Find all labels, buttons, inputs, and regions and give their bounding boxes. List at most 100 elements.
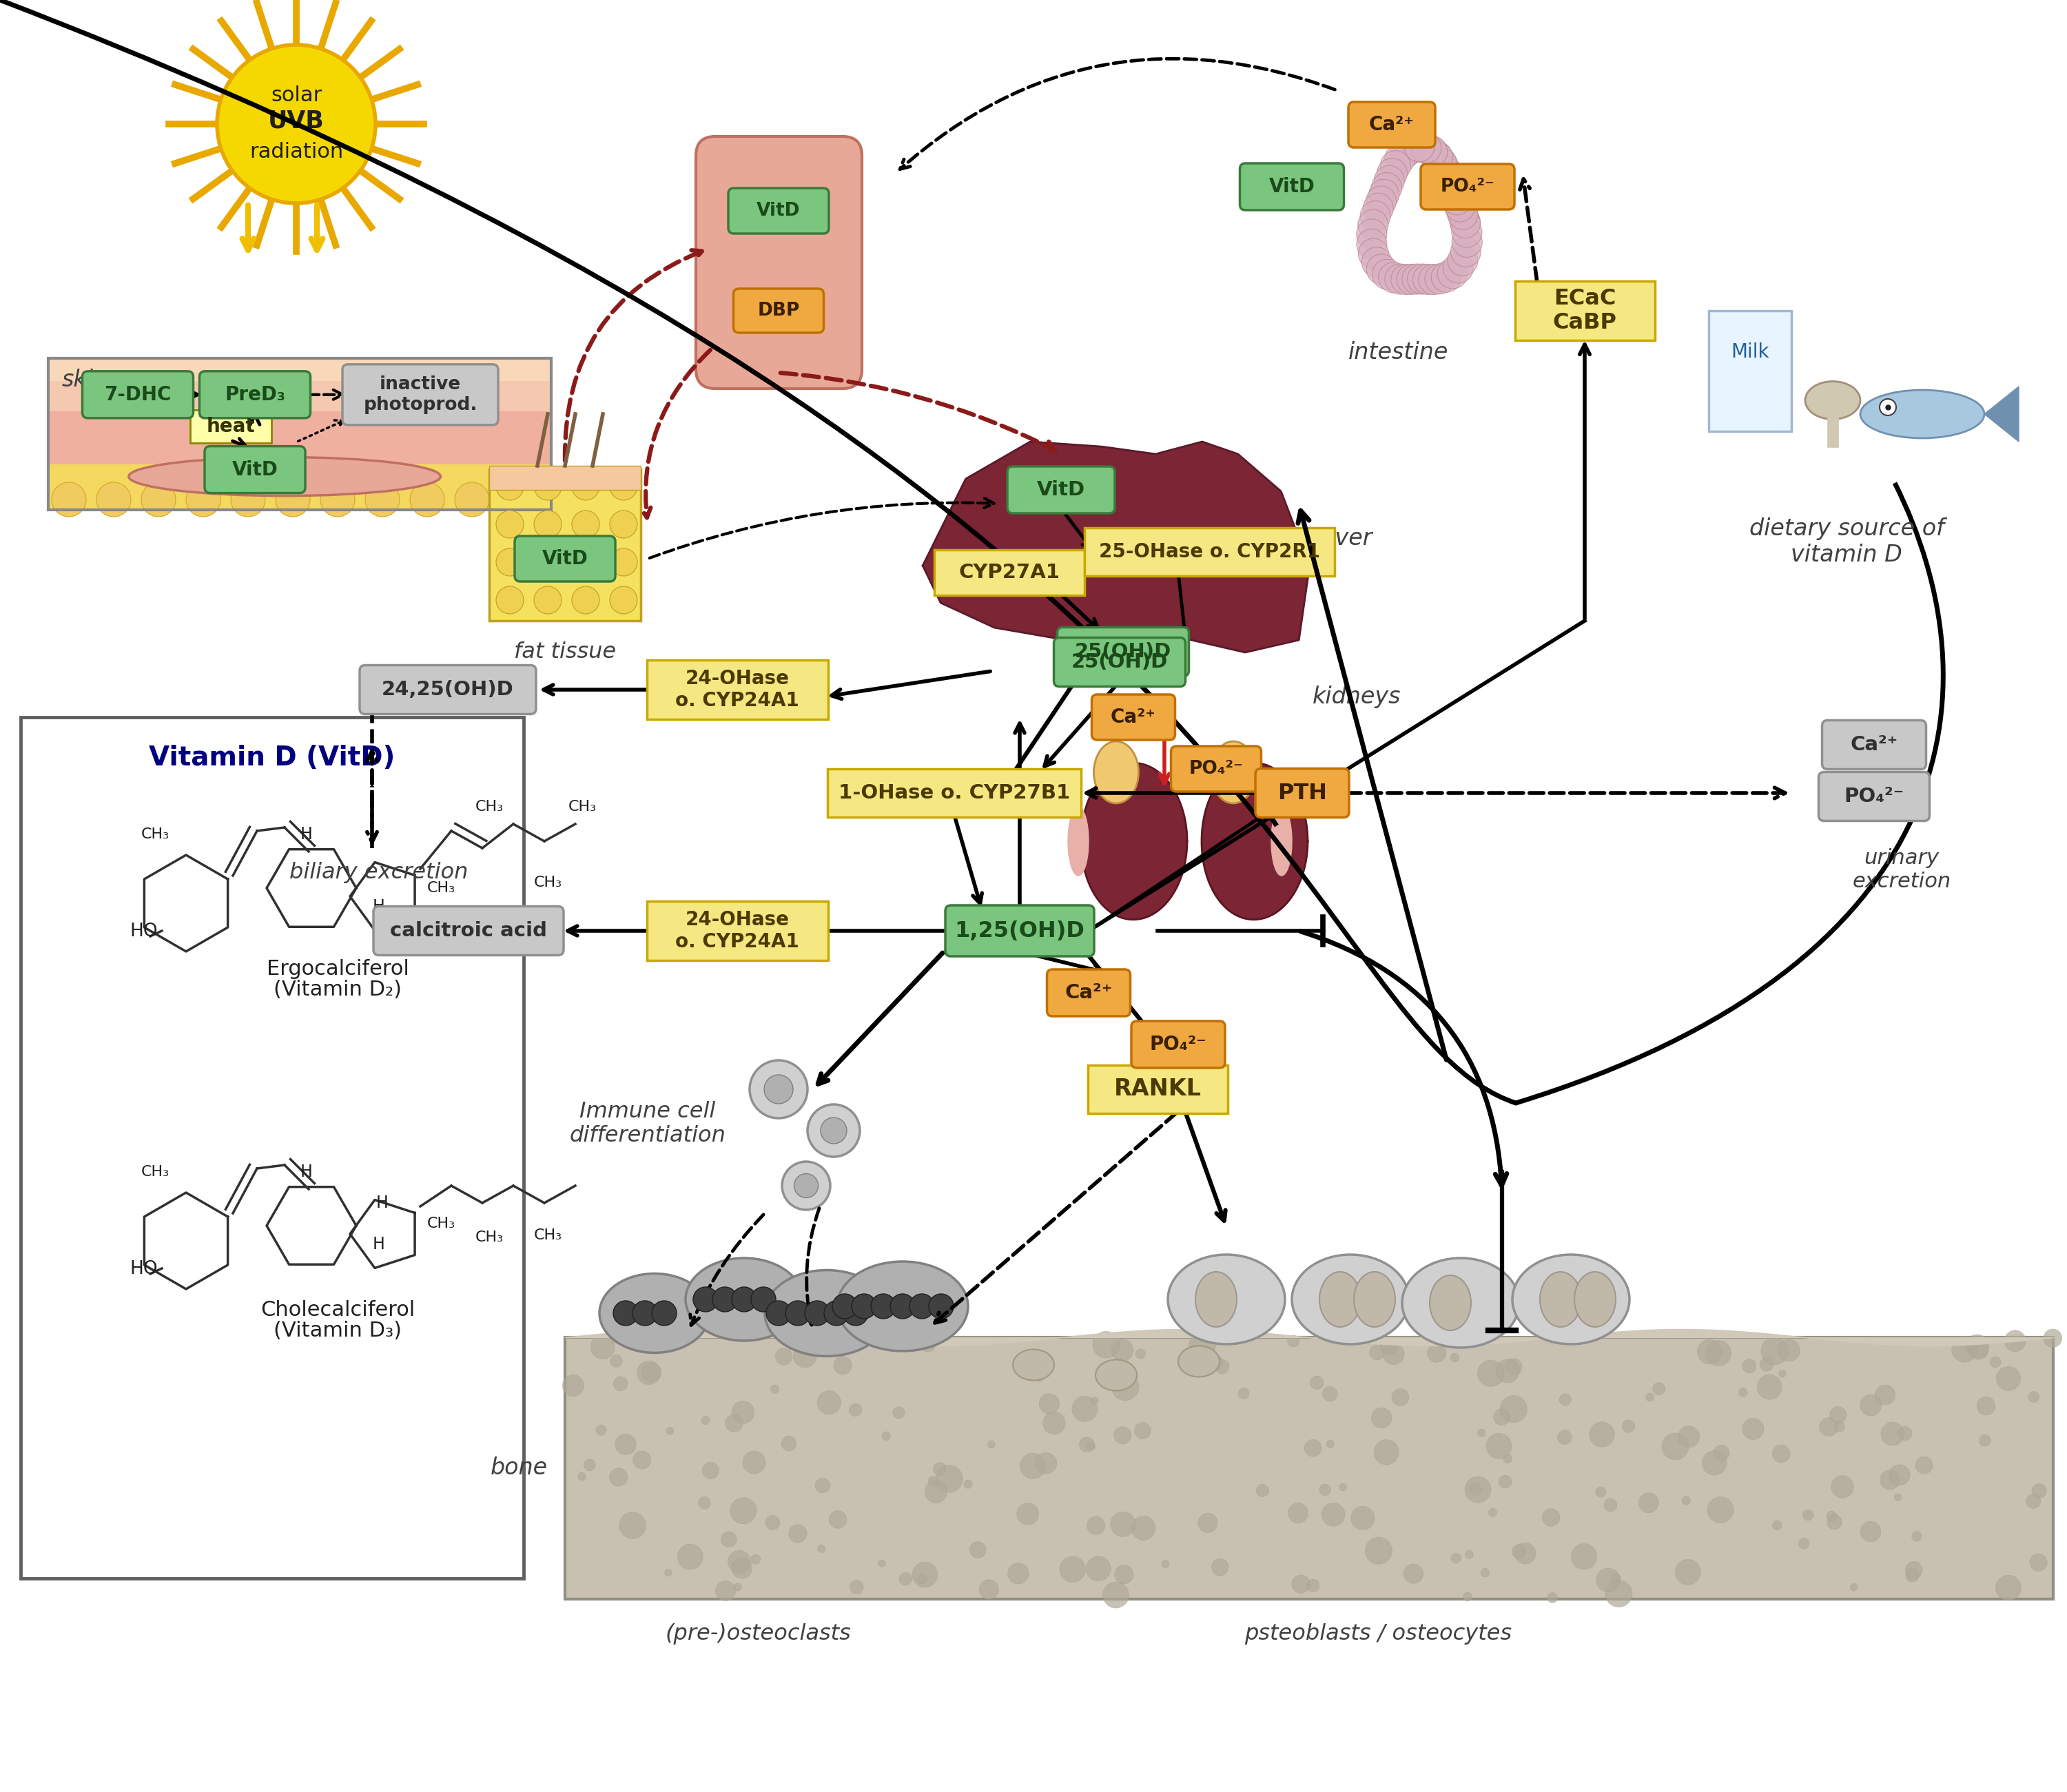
Circle shape — [1346, 1335, 1354, 1344]
Circle shape — [1135, 1349, 1145, 1358]
Circle shape — [781, 1161, 831, 1210]
Circle shape — [1391, 1389, 1410, 1405]
Circle shape — [1356, 229, 1387, 260]
Circle shape — [1997, 1367, 2022, 1391]
Circle shape — [814, 1478, 831, 1493]
Circle shape — [2028, 1391, 2040, 1403]
Circle shape — [533, 548, 562, 575]
Bar — [48, 358, 552, 382]
FancyBboxPatch shape — [934, 550, 1085, 595]
Circle shape — [1441, 183, 1472, 213]
Circle shape — [1422, 142, 1451, 172]
Text: CH₃: CH₃ — [426, 882, 455, 894]
FancyBboxPatch shape — [647, 901, 829, 961]
Circle shape — [1451, 217, 1482, 247]
Circle shape — [496, 511, 523, 538]
Circle shape — [829, 1511, 847, 1529]
Text: PO₄²⁻: PO₄²⁻ — [1189, 760, 1242, 778]
Circle shape — [1362, 194, 1393, 224]
Circle shape — [1408, 263, 1439, 294]
FancyBboxPatch shape — [1255, 769, 1350, 817]
Ellipse shape — [1401, 1258, 1519, 1348]
Circle shape — [1304, 1439, 1321, 1457]
Circle shape — [1385, 263, 1416, 294]
FancyBboxPatch shape — [374, 907, 564, 955]
Circle shape — [1596, 1568, 1621, 1591]
Circle shape — [1970, 1340, 1988, 1360]
Circle shape — [980, 1581, 998, 1598]
Text: Vitamin D (VitD): Vitamin D (VitD) — [149, 745, 395, 771]
Ellipse shape — [599, 1274, 709, 1353]
Text: intestine: intestine — [1348, 340, 1449, 364]
Text: UVB: UVB — [269, 109, 325, 133]
Circle shape — [1430, 156, 1461, 186]
Circle shape — [1087, 1443, 1096, 1450]
Circle shape — [1426, 147, 1457, 177]
Circle shape — [1358, 238, 1389, 269]
Circle shape — [2026, 1495, 2040, 1509]
Text: VitD: VitD — [542, 548, 587, 568]
Text: RANKL: RANKL — [1114, 1077, 1201, 1100]
Circle shape — [610, 548, 637, 575]
Bar — [48, 382, 552, 412]
FancyBboxPatch shape — [83, 371, 194, 418]
Circle shape — [1466, 1550, 1474, 1559]
Circle shape — [1771, 1521, 1782, 1530]
Circle shape — [579, 1473, 585, 1480]
Circle shape — [1604, 1498, 1616, 1511]
Circle shape — [1362, 247, 1391, 278]
FancyBboxPatch shape — [1823, 720, 1926, 769]
Circle shape — [804, 1301, 829, 1326]
Circle shape — [833, 1357, 852, 1374]
Circle shape — [701, 1416, 709, 1425]
Circle shape — [610, 511, 637, 538]
FancyBboxPatch shape — [1819, 772, 1931, 821]
Circle shape — [1288, 1503, 1308, 1523]
Circle shape — [1395, 133, 1426, 163]
Circle shape — [833, 1294, 858, 1319]
Circle shape — [2044, 1330, 2063, 1348]
Circle shape — [1831, 1475, 1854, 1498]
Circle shape — [730, 1498, 757, 1523]
Circle shape — [850, 1403, 862, 1416]
Circle shape — [1511, 1545, 1525, 1559]
Text: CH₃: CH₃ — [475, 799, 504, 814]
Circle shape — [1542, 1509, 1561, 1527]
Circle shape — [614, 1301, 639, 1326]
Circle shape — [1654, 1382, 1666, 1396]
Circle shape — [936, 1466, 963, 1493]
Ellipse shape — [1430, 1276, 1472, 1330]
Circle shape — [533, 586, 562, 615]
Circle shape — [1036, 1374, 1044, 1382]
Circle shape — [1189, 1333, 1215, 1360]
Circle shape — [1606, 1581, 1633, 1607]
Circle shape — [750, 1287, 775, 1312]
Text: kidneys: kidneys — [1313, 686, 1401, 708]
Circle shape — [1079, 1437, 1093, 1452]
Circle shape — [1437, 170, 1466, 201]
Circle shape — [1040, 1394, 1060, 1414]
Circle shape — [1443, 253, 1474, 283]
Circle shape — [1612, 1573, 1621, 1582]
Circle shape — [1674, 1559, 1701, 1584]
Circle shape — [1432, 163, 1463, 194]
FancyBboxPatch shape — [697, 136, 862, 389]
Text: 24,25(OH)D: 24,25(OH)D — [382, 679, 515, 699]
Polygon shape — [922, 441, 1310, 652]
Circle shape — [1466, 1477, 1490, 1503]
Circle shape — [850, 1581, 864, 1595]
Circle shape — [1368, 179, 1399, 210]
Text: biliary excretion: biliary excretion — [289, 862, 469, 883]
Circle shape — [1893, 1495, 1902, 1500]
Circle shape — [1881, 1469, 1900, 1489]
Circle shape — [1879, 400, 1895, 416]
Text: CH₃: CH₃ — [426, 1217, 455, 1231]
Ellipse shape — [1195, 1272, 1236, 1326]
Text: ECaC
CaBP: ECaC CaBP — [1552, 289, 1616, 333]
Circle shape — [573, 511, 599, 538]
Text: (Vitamin D₂): (Vitamin D₂) — [273, 980, 401, 1000]
Circle shape — [1397, 263, 1426, 294]
Circle shape — [1757, 1374, 1782, 1400]
Circle shape — [924, 1480, 947, 1503]
Text: 1,25(OH)D: 1,25(OH)D — [955, 919, 1085, 941]
